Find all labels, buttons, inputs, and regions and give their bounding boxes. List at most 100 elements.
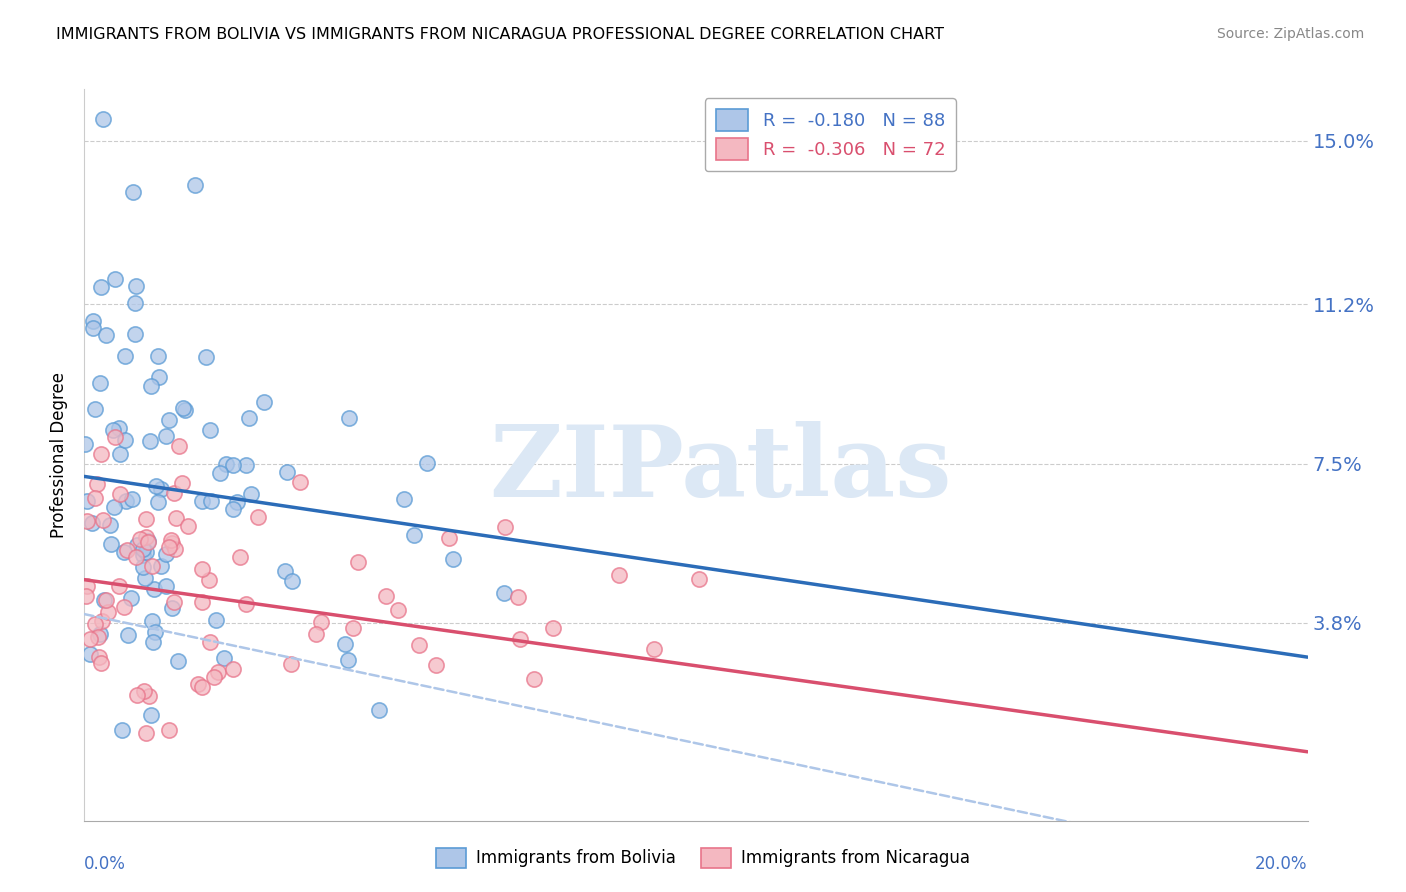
Point bbox=[506, 590, 529, 604]
Point bbox=[375, 589, 398, 603]
Point bbox=[155, 579, 177, 593]
Point bbox=[75, 589, 97, 603]
Point bbox=[112, 599, 135, 614]
Point bbox=[86, 476, 108, 491]
Point bbox=[309, 615, 332, 630]
Point bbox=[108, 447, 131, 461]
Point bbox=[135, 544, 157, 558]
Point bbox=[124, 279, 146, 293]
Point bbox=[191, 681, 214, 695]
Text: 20.0%: 20.0% bbox=[1256, 855, 1308, 873]
Point bbox=[142, 634, 165, 648]
Point bbox=[122, 186, 145, 200]
Point bbox=[141, 558, 163, 573]
Point bbox=[98, 518, 121, 533]
Point bbox=[121, 492, 143, 507]
Point bbox=[198, 423, 221, 437]
Point bbox=[408, 638, 430, 652]
Point bbox=[94, 593, 117, 607]
Point bbox=[235, 597, 257, 611]
Point bbox=[79, 647, 101, 661]
Point bbox=[212, 651, 235, 665]
Point bbox=[165, 511, 187, 525]
Point bbox=[184, 178, 207, 192]
Point bbox=[132, 683, 155, 698]
Point bbox=[222, 662, 245, 676]
Point bbox=[104, 271, 127, 285]
Point bbox=[139, 379, 162, 393]
Point bbox=[191, 595, 214, 609]
Point bbox=[195, 350, 218, 364]
Point bbox=[174, 402, 197, 417]
Point bbox=[96, 327, 118, 342]
Point bbox=[222, 458, 245, 472]
Point bbox=[83, 617, 105, 632]
Point bbox=[425, 658, 447, 673]
Point bbox=[136, 535, 159, 549]
Point bbox=[127, 538, 149, 552]
Point bbox=[215, 457, 238, 471]
Text: ZIPatlas: ZIPatlas bbox=[489, 421, 952, 518]
Point bbox=[89, 376, 111, 391]
Point bbox=[280, 657, 302, 671]
Point bbox=[91, 513, 114, 527]
Point bbox=[115, 542, 138, 557]
Point bbox=[89, 626, 111, 640]
Point bbox=[187, 677, 209, 691]
Point bbox=[89, 446, 111, 460]
Point bbox=[281, 574, 304, 588]
Point bbox=[80, 516, 103, 531]
Point bbox=[167, 654, 190, 668]
Point bbox=[107, 421, 129, 435]
Point bbox=[84, 491, 107, 505]
Point bbox=[368, 703, 391, 717]
Point bbox=[342, 622, 364, 636]
Point bbox=[82, 313, 104, 327]
Point bbox=[97, 605, 120, 619]
Point bbox=[114, 350, 136, 364]
Point bbox=[523, 672, 546, 686]
Text: IMMIGRANTS FROM BOLIVIA VS IMMIGRANTS FROM NICARAGUA PROFESSIONAL DEGREE CORRELA: IMMIGRANTS FROM BOLIVIA VS IMMIGRANTS FR… bbox=[56, 27, 945, 42]
Point bbox=[135, 726, 157, 740]
Point bbox=[135, 530, 157, 544]
Point bbox=[76, 514, 98, 528]
Point bbox=[235, 458, 257, 472]
Point bbox=[170, 476, 193, 491]
Point bbox=[124, 327, 146, 342]
Point bbox=[247, 509, 270, 524]
Point bbox=[117, 628, 139, 642]
Point bbox=[73, 436, 96, 450]
Point bbox=[135, 512, 157, 526]
Point bbox=[160, 533, 183, 547]
Point bbox=[202, 670, 225, 684]
Point bbox=[132, 549, 155, 563]
Point bbox=[387, 603, 409, 617]
Point bbox=[191, 561, 214, 575]
Point bbox=[128, 533, 150, 547]
Point bbox=[139, 434, 162, 448]
Point bbox=[157, 541, 180, 555]
Legend: Immigrants from Bolivia, Immigrants from Nicaragua: Immigrants from Bolivia, Immigrants from… bbox=[429, 841, 977, 875]
Point bbox=[163, 486, 186, 500]
Point bbox=[134, 571, 156, 585]
Point bbox=[132, 541, 155, 556]
Y-axis label: Professional Degree: Professional Degree bbox=[51, 372, 69, 538]
Point bbox=[167, 439, 190, 453]
Point bbox=[82, 321, 104, 335]
Point bbox=[229, 549, 252, 564]
Point bbox=[159, 413, 181, 427]
Point bbox=[143, 624, 166, 639]
Point bbox=[93, 593, 115, 607]
Point bbox=[688, 572, 710, 586]
Point bbox=[160, 600, 183, 615]
Point bbox=[304, 627, 326, 641]
Point bbox=[198, 634, 221, 648]
Point bbox=[79, 632, 101, 646]
Point bbox=[416, 456, 439, 470]
Point bbox=[125, 688, 148, 702]
Point bbox=[337, 653, 360, 667]
Point bbox=[226, 495, 249, 509]
Point bbox=[238, 410, 260, 425]
Point bbox=[149, 482, 172, 496]
Point bbox=[163, 595, 186, 609]
